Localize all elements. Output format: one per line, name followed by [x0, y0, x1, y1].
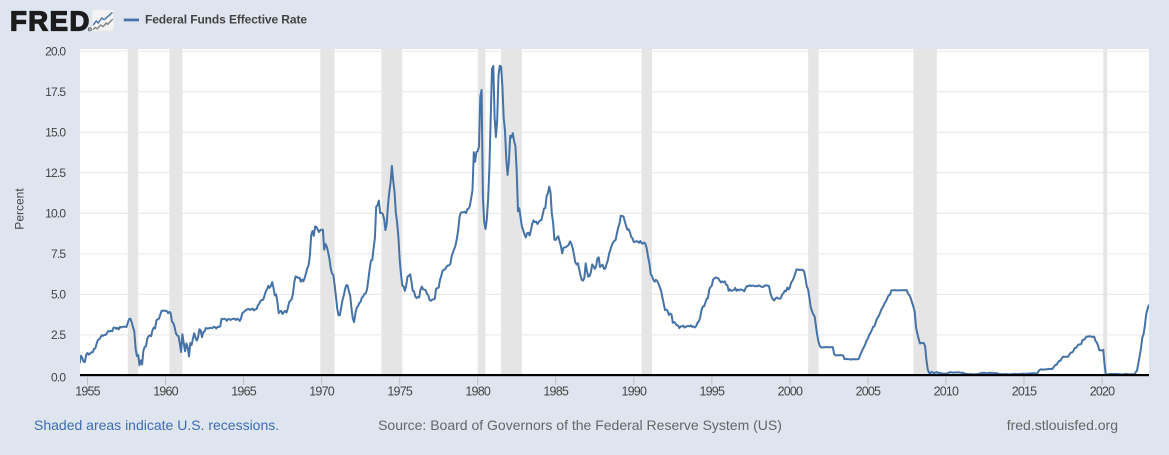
svg-text:1975: 1975: [387, 384, 412, 398]
svg-text:1985: 1985: [543, 384, 568, 398]
svg-text:2010: 2010: [934, 384, 959, 398]
svg-text:20.0: 20.0: [45, 44, 66, 58]
svg-text:1965: 1965: [231, 384, 256, 398]
svg-text:10.0: 10.0: [45, 207, 66, 221]
svg-text:2015: 2015: [1012, 384, 1037, 398]
svg-text:2020: 2020: [1090, 384, 1115, 398]
svg-text:7.5: 7.5: [51, 247, 66, 261]
svg-text:2005: 2005: [856, 384, 881, 398]
svg-text:2.5: 2.5: [51, 328, 66, 342]
svg-text:15.0: 15.0: [45, 126, 66, 140]
svg-text:1980: 1980: [465, 384, 490, 398]
svg-text:1960: 1960: [153, 384, 178, 398]
svg-text:Percent: Percent: [13, 188, 27, 230]
svg-text:12.5: 12.5: [45, 166, 66, 180]
svg-text:17.5: 17.5: [45, 85, 66, 99]
svg-text:1990: 1990: [621, 384, 646, 398]
svg-text:1970: 1970: [309, 384, 334, 398]
svg-text:Source: Board of Governors of: Source: Board of Governors of the Federa…: [378, 417, 782, 433]
svg-text:fred.stlouisfed.org: fred.stlouisfed.org: [1007, 417, 1118, 433]
svg-text:Shaded areas indicate U.S. rec: Shaded areas indicate U.S. recessions.: [34, 417, 279, 433]
svg-text:1995: 1995: [699, 384, 724, 398]
svg-text:1955: 1955: [75, 384, 100, 398]
svg-text:2000: 2000: [778, 384, 803, 398]
svg-text:Federal Funds Effective Rate: Federal Funds Effective Rate: [145, 13, 307, 27]
svg-text:5.0: 5.0: [51, 288, 66, 302]
svg-text:0.0: 0.0: [51, 370, 66, 384]
svg-text:FRED: FRED: [10, 6, 91, 37]
